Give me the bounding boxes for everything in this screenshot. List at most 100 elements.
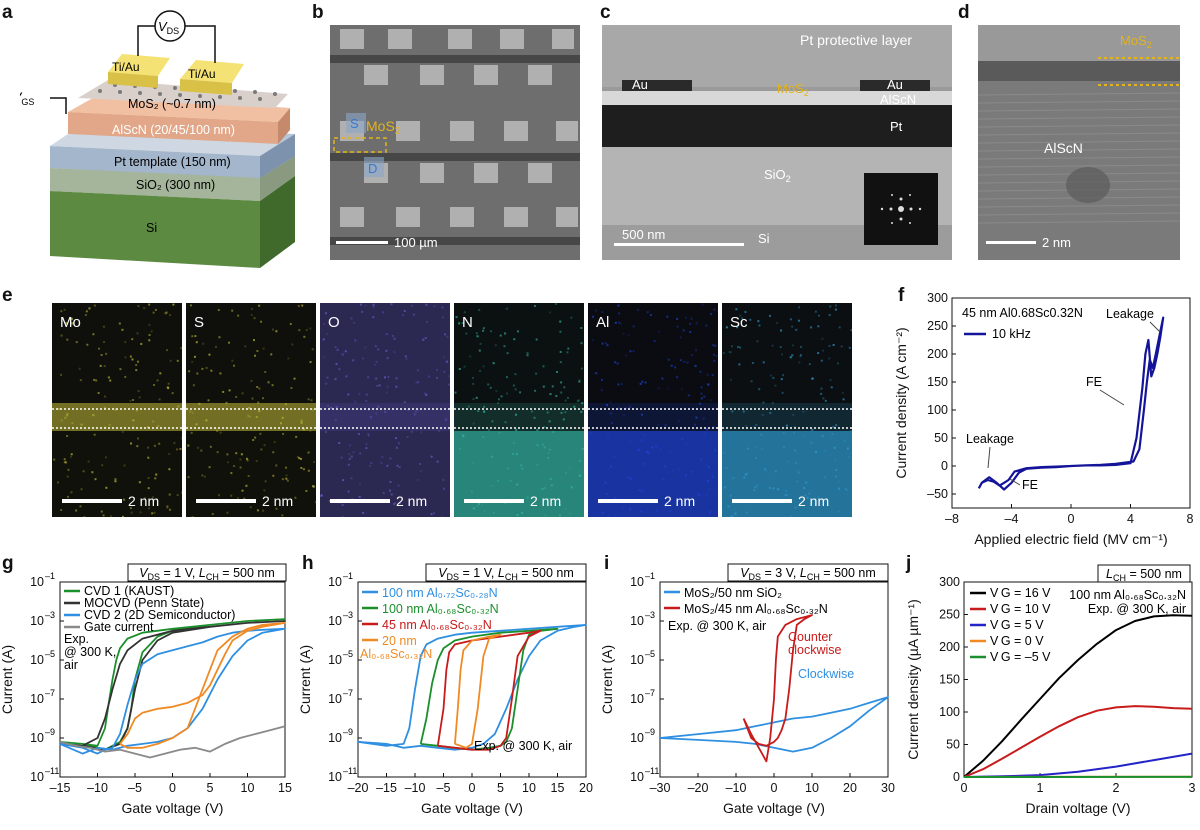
eds-speckle: [367, 376, 370, 379]
eds-speckle: [749, 318, 752, 321]
eds-speckle: [153, 511, 156, 514]
eds-speckle: [364, 346, 367, 349]
eds-speckle: [325, 312, 328, 315]
eds-speckle: [279, 422, 282, 425]
eds-speckle: [804, 494, 807, 497]
eds-speckle: [335, 405, 338, 408]
eds-speckle: [458, 368, 461, 371]
eds-speckle: [669, 510, 672, 513]
eds-speckle: [85, 310, 88, 313]
eds-speckle: [844, 487, 847, 490]
eds-speckle: [770, 374, 773, 377]
eds-speckle: [302, 468, 305, 471]
contact-right-label: Ti/Au: [188, 67, 216, 81]
eds-element-label: S: [194, 314, 204, 331]
eds-speckle: [514, 388, 517, 391]
eds-speckle: [267, 381, 270, 384]
eds-speckle: [271, 384, 274, 387]
panel-f-label: f: [898, 285, 905, 306]
eds-speckle: [711, 374, 714, 377]
eds-speckle: [235, 452, 238, 455]
eds-speckle: [469, 355, 472, 358]
eds-map-graphic: N 2 nm: [454, 303, 584, 517]
eds-speckle: [218, 336, 221, 339]
eds-speckle: [384, 410, 387, 413]
eds-speckle: [591, 315, 594, 318]
eds-speckle: [216, 451, 219, 454]
eds-speckle: [834, 308, 837, 311]
si-layer-label: Si: [146, 221, 157, 235]
eds-speckle: [497, 479, 500, 482]
eds-speckle: [546, 411, 549, 414]
eds-speckle: [745, 425, 748, 428]
legend-entry: 10 kHz: [992, 327, 1031, 341]
y-tick-exponent: –3: [343, 610, 353, 620]
eds-speckle: [560, 427, 563, 430]
eds-speckle: [475, 335, 478, 338]
eds-top-region: [320, 303, 450, 403]
annotation-arrow: [1149, 321, 1161, 333]
eds-speckle: [372, 305, 375, 308]
annotation-fe-top: FE: [1086, 375, 1102, 389]
eds-speckle: [706, 373, 709, 376]
eds-speckle: [703, 395, 706, 398]
eds-speckle: [703, 433, 706, 436]
eds-speckle: [751, 361, 754, 364]
eds-speckle: [273, 441, 276, 444]
eds-speckle: [67, 468, 70, 471]
eds-speckle: [489, 386, 492, 389]
sio2-label: SiO2: [764, 167, 791, 184]
eds-speckle: [267, 380, 270, 383]
eds-speckle: [147, 477, 150, 480]
eds-speckle: [842, 398, 845, 401]
eds-speckle: [617, 304, 620, 307]
eds-speckle: [581, 447, 584, 450]
eds-speckle: [790, 515, 793, 517]
eds-speckle: [491, 420, 494, 423]
eds-bottom-region: [588, 431, 718, 517]
panel-a-label: a: [2, 2, 13, 23]
eds-speckle: [388, 489, 391, 492]
eds-speckle: [462, 435, 465, 438]
eds-bottom-region: [722, 431, 852, 517]
eds-speckle: [347, 490, 350, 493]
eds-maps: Mo 2 nm S 2 nm O 2 nm N 2 nm Al 2 nm Sc 2 nm: [52, 303, 852, 517]
sio2-layer-label: SiO₂ (300 nm): [136, 178, 215, 192]
eds-bottom-region: [454, 431, 584, 517]
y-tick-label: 10: [30, 653, 44, 667]
eds-speckle: [504, 421, 507, 424]
x-tick-label: 30: [881, 781, 895, 795]
eds-speckle: [667, 387, 670, 390]
eds-speckle: [573, 405, 576, 408]
eds-speckle: [706, 428, 709, 431]
eds-speckle: [395, 377, 398, 380]
condition-part: CH: [1113, 573, 1126, 583]
eds-speckle: [97, 347, 100, 350]
eds-speckle: [192, 384, 195, 387]
eds-speckle: [260, 320, 263, 323]
eds-speckle: [165, 311, 168, 314]
eds-speckle: [627, 334, 630, 337]
eds-element-label: O: [328, 314, 340, 331]
eds-speckle: [201, 474, 204, 477]
eds-speckle: [340, 456, 343, 459]
eds-speckle: [610, 421, 613, 424]
eds-speckle: [832, 344, 835, 347]
y-tick-exponent: –1: [645, 571, 655, 581]
eds-speckle: [535, 372, 538, 375]
eds-speckle: [565, 471, 568, 474]
eds-speckle: [795, 328, 798, 331]
eds-speckle: [742, 410, 745, 413]
eds-speckle: [414, 410, 417, 413]
y-tick-exponent: –9: [343, 727, 353, 737]
eds-speckle: [763, 468, 766, 471]
eds-speckle: [632, 350, 635, 353]
eds-map-graphic: S 2 nm: [186, 304, 316, 517]
eds-speckle: [838, 487, 841, 490]
condition-part: CH: [206, 572, 219, 582]
eds-speckle: [209, 445, 212, 448]
eds-speckle: [63, 461, 66, 464]
eds-speckle: [433, 512, 436, 515]
eds-speckle: [846, 447, 849, 450]
eds-speckle: [782, 426, 785, 429]
